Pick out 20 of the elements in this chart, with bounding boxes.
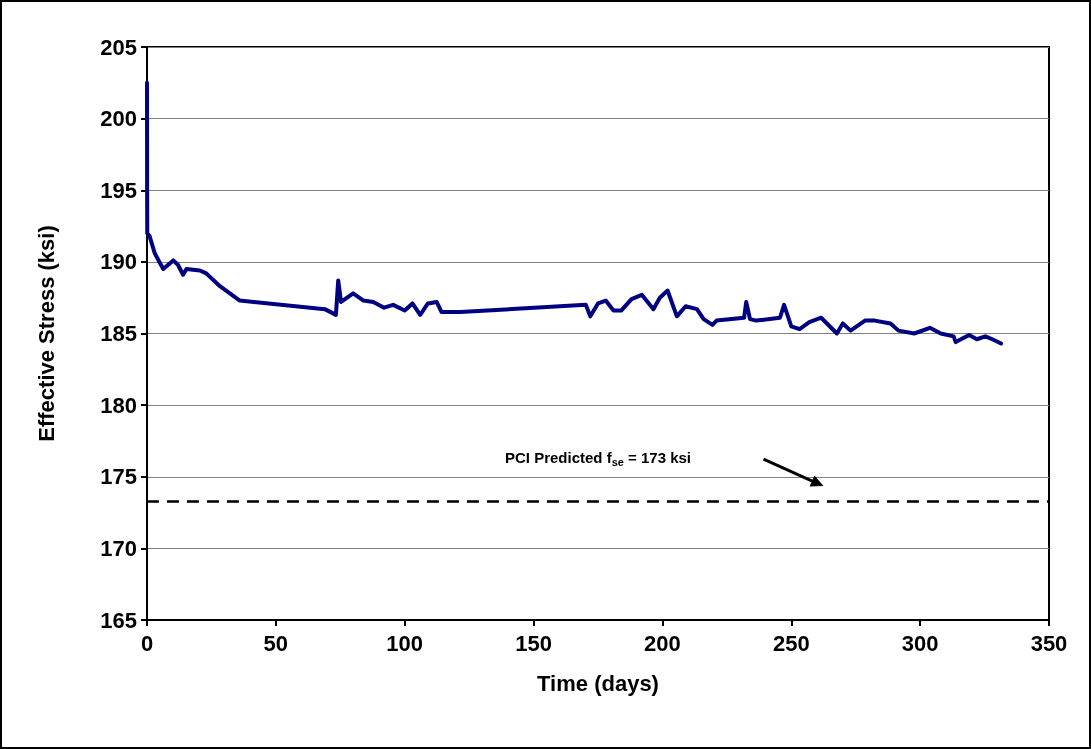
x-tick-label: 300 [901,630,939,656]
y-axis-title: Effective Stress (ksi) [33,225,59,442]
y-tick-label: 200 [100,106,137,132]
y-tick-label: 190 [100,249,137,275]
line-series [145,80,1004,346]
y-tick-label: 185 [100,321,137,346]
y-tick-label: 165 [100,607,137,633]
y-tick-label: 170 [100,535,137,561]
y-tick-label: 180 [100,392,137,418]
y-tick-label: 175 [100,464,137,490]
x-tick-label: 50 [263,630,289,656]
x-tick-label: 150 [515,630,552,656]
x-tick-label: 100 [386,630,424,656]
x-tick-label: 0 [140,630,154,656]
y-tick-label: 205 [100,34,137,60]
x-tick-label: 200 [644,630,681,656]
x-tick-label: 350 [1030,630,1068,656]
x-tick-label: 250 [772,630,810,656]
x-axis-title: Time (days) [537,670,659,696]
y-tick-label: 195 [100,177,137,203]
